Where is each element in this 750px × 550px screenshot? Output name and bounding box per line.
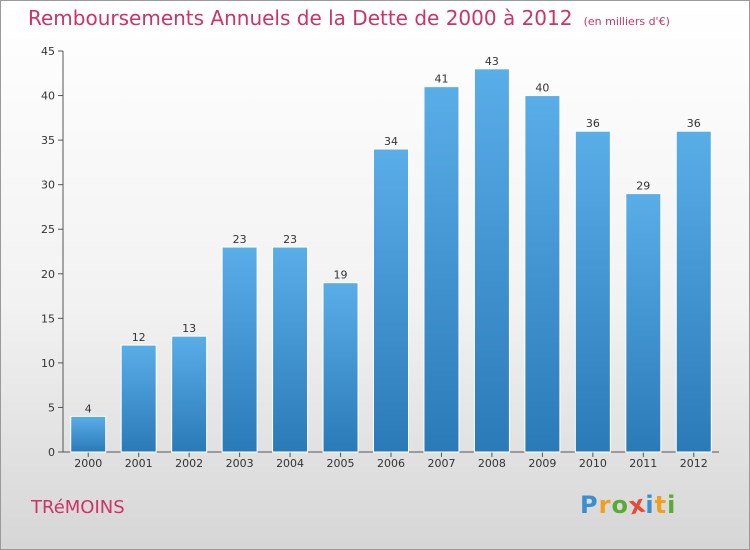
x-tick-label: 2009	[528, 457, 556, 470]
chart-subtitle: (en milliers d'€)	[583, 15, 670, 28]
data-label-2001: 12	[132, 331, 146, 344]
x-tick-label: 2007	[427, 457, 455, 470]
x-tick-label: 2001	[125, 457, 153, 470]
bar-2000	[70, 415, 107, 453]
data-label-2005: 19	[334, 269, 348, 282]
data-label-2009: 40	[535, 82, 549, 95]
proxiti-logo[interactable]: Proxiti	[580, 490, 677, 521]
logo-letter: t	[654, 491, 668, 519]
x-tick-label: 2003	[226, 457, 254, 470]
y-tick-label: 45	[41, 45, 55, 58]
bar-2008	[473, 68, 510, 453]
axes: 0 5 10 15 20 25 30 35 40 45 2000 2001 2002 2003 2004 20…	[41, 45, 719, 470]
x-tick-label: 2012	[680, 457, 708, 470]
bar-2012	[675, 130, 712, 453]
x-tick-label: 2000	[74, 457, 102, 470]
y-tick-label: 0	[48, 446, 55, 459]
x-tick-label: 2010	[579, 457, 607, 470]
data-label-2007: 41	[434, 73, 448, 86]
logo-letter: P	[580, 491, 599, 519]
x-tick-label: 2005	[327, 457, 355, 470]
y-tick-label: 25	[41, 223, 55, 236]
y-tick-label: 40	[41, 90, 55, 103]
bars	[70, 68, 712, 453]
y-tick-label: 20	[41, 268, 55, 281]
data-label-2008: 43	[485, 55, 499, 68]
data-label-2000: 4	[85, 402, 92, 415]
x-tick-label: 2002	[175, 457, 203, 470]
bar-2005	[322, 282, 359, 453]
logo-letter: o	[611, 491, 629, 519]
data-label-2002: 13	[182, 322, 196, 335]
x-tick-label: 2011	[629, 457, 657, 470]
data-labels: 4 12 13 23 23 19 34 41 43 40 36 29 36	[85, 55, 701, 416]
y-tick-label: 5	[48, 401, 55, 414]
x-tick-label: 2004	[276, 457, 304, 470]
logo-letter: r	[598, 491, 612, 519]
bar-2011	[625, 193, 662, 453]
logo-letter: i	[667, 491, 677, 519]
x-tick-label: 2008	[478, 457, 506, 470]
chart-title: Remboursements Annuels de la Dette de 20…	[28, 6, 573, 30]
bar-2007	[423, 86, 460, 453]
y-tick-label: 30	[41, 179, 55, 192]
data-label-2012: 36	[687, 117, 701, 130]
title-row: Remboursements Annuels de la Dette de 20…	[28, 6, 670, 30]
bar-2003	[221, 246, 258, 453]
y-tick-label: 35	[41, 134, 55, 147]
bar-2009	[524, 95, 561, 453]
y-tick-label: 15	[41, 312, 55, 325]
town-name: TRéMOINS	[31, 497, 125, 518]
bar-2006	[373, 148, 409, 453]
x-tick-label: 2006	[377, 457, 405, 470]
bar-2010	[574, 130, 611, 453]
data-label-2011: 29	[636, 180, 650, 193]
logo-letter: i	[645, 491, 655, 519]
bar-2004	[272, 246, 309, 453]
bar-2002	[171, 335, 208, 453]
y-tick-label: 10	[41, 357, 55, 370]
data-label-2006: 34	[384, 135, 398, 148]
data-label-2010: 36	[586, 117, 600, 130]
data-label-2004: 23	[283, 233, 297, 246]
bar-2001	[120, 344, 157, 453]
data-label-2003: 23	[233, 233, 247, 246]
